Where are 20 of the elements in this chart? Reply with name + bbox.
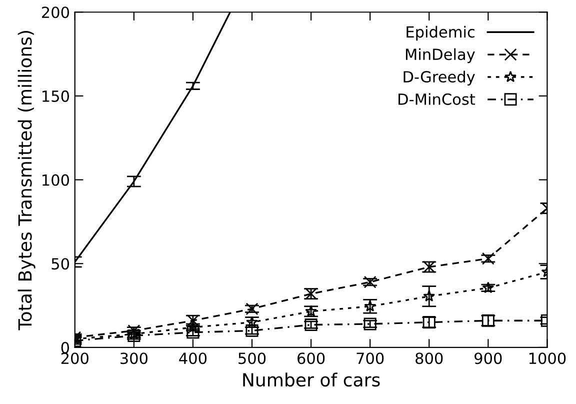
x-axis-title: Number of cars	[243, 372, 380, 387]
y-tick-label: 50	[52, 258, 70, 270]
x-tick-label: 700	[356, 352, 384, 364]
x-tick-label: 900	[474, 352, 502, 364]
x-tick-label: 200	[61, 352, 88, 364]
y-tick-label: 150	[42, 90, 70, 102]
y-tick-label: 0	[61, 342, 70, 354]
x-tick-label: 1000	[529, 352, 566, 364]
legend-label: Epidemic	[406, 26, 474, 41]
x-tick-label: 300	[120, 352, 148, 364]
y-tick-label: 100	[42, 174, 70, 186]
y-axis-title: Total Bytes Transmitted (millions)	[18, 30, 36, 330]
x-tick-label: 500	[238, 352, 266, 364]
x-tick-label: 400	[179, 352, 207, 364]
y-tick-label: 200	[42, 6, 70, 18]
x-tick-label: 800	[416, 352, 443, 364]
legend-label: D-Greedy	[404, 70, 475, 86]
legend-label: MinDelay	[406, 48, 475, 64]
x-tick-label: 600	[298, 352, 325, 364]
legend-label: D-MinCost	[398, 93, 476, 105]
